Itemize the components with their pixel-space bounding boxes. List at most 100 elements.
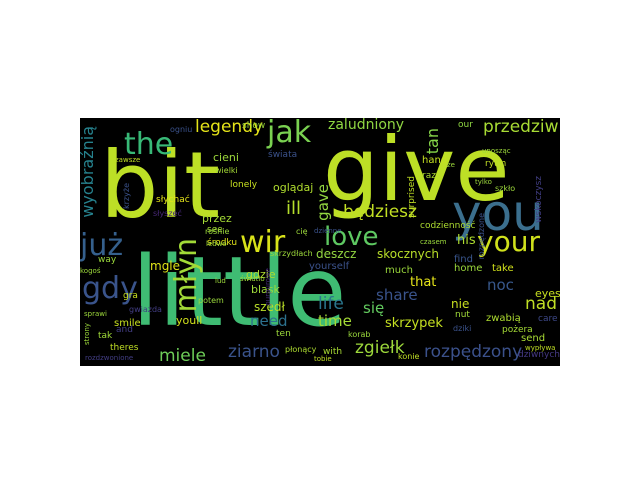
- cloud-word: surprised: [407, 176, 417, 218]
- cloud-word: oglądaj: [273, 181, 314, 194]
- cloud-word: nut: [455, 310, 470, 320]
- cloud-word: give: [323, 118, 510, 221]
- cloud-word: słychać: [156, 195, 190, 205]
- cloud-word: smile: [114, 318, 141, 329]
- cloud-word: nie: [451, 297, 470, 311]
- cloud-word: our: [458, 120, 473, 130]
- cloud-word: find: [454, 254, 473, 265]
- word-cloud: little give bit you your the jak love już wir gdy m…: [80, 118, 560, 366]
- cloud-word: little: [132, 236, 347, 348]
- cloud-word: the: [124, 127, 174, 162]
- cloud-word: wir: [240, 225, 286, 260]
- cloud-word: mgle: [150, 259, 181, 273]
- cloud-word: szedł: [254, 300, 285, 314]
- cloud-word: skrzypek: [385, 316, 443, 331]
- cloud-word: ziarno: [228, 342, 280, 362]
- cloud-word: ten: [276, 329, 291, 339]
- cloud-word: take: [492, 263, 514, 274]
- cloud-word: youll: [176, 314, 203, 327]
- cloud-word: zwabią: [486, 313, 521, 324]
- cloud-word: wypływa: [525, 344, 556, 352]
- cloud-word: przez: [202, 212, 232, 225]
- cloud-word: purpurowe: [264, 268, 272, 306]
- cloud-word: codzienność: [420, 221, 476, 231]
- cloud-word: wielki: [215, 166, 238, 175]
- cloud-word: korab: [348, 330, 371, 339]
- cloud-word: sprawi: [84, 310, 107, 318]
- cloud-word: pożera: [502, 325, 533, 335]
- cloud-word: rozdzwonione: [85, 354, 134, 362]
- cloud-word: need: [250, 312, 288, 330]
- cloud-word: send: [521, 333, 546, 344]
- cloud-word: theres: [110, 343, 139, 353]
- cloud-word: home: [454, 263, 483, 274]
- cloud-word: rytm: [485, 159, 507, 169]
- cloud-word: wyobraźnią: [80, 126, 97, 218]
- cloud-word: ze: [447, 161, 455, 169]
- cloud-word: and: [116, 325, 133, 335]
- cloud-word: care: [538, 314, 558, 324]
- cloud-word: life: [318, 294, 344, 314]
- cloud-word: cię: [296, 227, 308, 236]
- cloud-word: tak: [98, 331, 113, 341]
- cloud-word: skocznych: [377, 247, 439, 261]
- cloud-word: deszcz: [316, 247, 357, 261]
- cloud-word: much: [385, 265, 413, 276]
- cloud-word: dziwnych: [518, 350, 560, 360]
- cloud-word: kogoś: [80, 267, 101, 275]
- cloud-word: się: [363, 299, 385, 317]
- cloud-word: gdzie: [246, 268, 276, 281]
- cloud-word: dzienne: [314, 227, 342, 235]
- cloud-word: już: [80, 228, 124, 263]
- cloud-word: gwiazda: [129, 305, 162, 314]
- cloud-word: raz: [422, 171, 436, 181]
- cloud-word: płonący: [285, 345, 317, 354]
- cloud-word: ledwo: [206, 240, 227, 248]
- cloud-word: noc: [487, 276, 514, 294]
- cloud-word: rozpędzone: [477, 213, 486, 260]
- cloud-word: lonely: [230, 180, 258, 190]
- cloud-word: cieni: [213, 151, 239, 164]
- cloud-word: świata: [268, 150, 298, 160]
- cloud-word: środku: [207, 238, 238, 248]
- cloud-word: show: [242, 121, 266, 131]
- cloud-word: nad: [525, 294, 557, 314]
- cloud-word: wskoczysz: [534, 176, 544, 223]
- cloud-word: gave: [314, 184, 332, 221]
- cloud-word: see: [207, 225, 223, 235]
- cloud-word: czasem: [420, 238, 447, 246]
- cloud-word: time: [318, 312, 352, 330]
- cloud-word: ill: [286, 198, 302, 219]
- cloud-word: unosząc: [482, 147, 511, 155]
- cloud-word: eyes: [535, 287, 560, 300]
- cloud-word: rozpędzony: [424, 342, 523, 362]
- cloud-word: gdy: [82, 271, 138, 306]
- cloud-word: share: [376, 286, 418, 304]
- cloud-word: love: [324, 222, 379, 252]
- cloud-word: potem: [198, 296, 224, 305]
- cloud-word: rośnie: [205, 227, 230, 236]
- cloud-word: strony: [83, 323, 91, 345]
- cloud-word: way: [98, 255, 117, 265]
- cloud-word: ogniu: [170, 125, 193, 134]
- cloud-word: blask: [251, 283, 280, 296]
- cloud-word: legendy: [195, 118, 264, 137]
- cloud-word: konie: [398, 352, 420, 361]
- cloud-word: przedziwny: [483, 118, 560, 137]
- cloud-word: your: [477, 225, 540, 258]
- cloud-word: his: [457, 233, 476, 248]
- cloud-word: that: [410, 275, 437, 290]
- cloud-word: światło: [240, 275, 265, 283]
- cloud-word: będziesz: [343, 202, 417, 222]
- cloud-word: szkło: [495, 184, 516, 193]
- cloud-word: zawsze: [115, 156, 141, 164]
- cloud-word: zgiełk: [355, 338, 405, 358]
- cloud-word: tan: [423, 128, 442, 155]
- cloud-word: yourself: [309, 261, 350, 272]
- cloud-word: tobie: [314, 355, 332, 363]
- cloud-word: bit: [100, 132, 221, 239]
- cloud-word: zaludniony: [328, 118, 405, 133]
- cloud-word: miele: [159, 346, 206, 366]
- cloud-word: gra: [123, 291, 138, 301]
- cloud-word: jak: [267, 118, 312, 150]
